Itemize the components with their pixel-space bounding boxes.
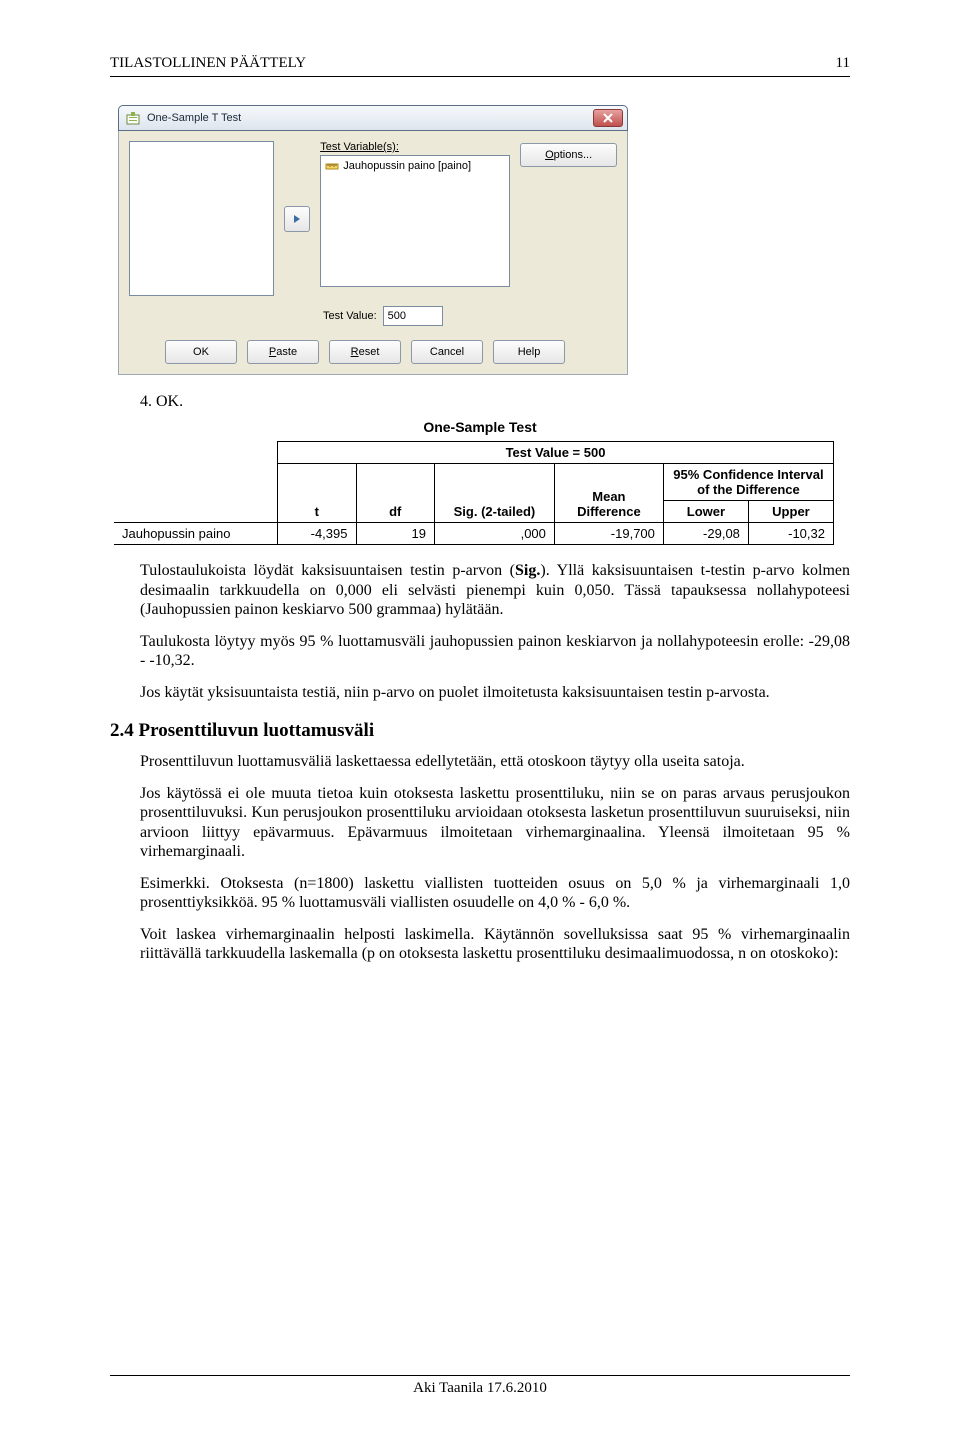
- dialog-body: Test Variable(s): Jauhopussin paino [pai…: [118, 131, 628, 375]
- paragraph: Prosenttiluvun luottamusväliä laskettaes…: [140, 752, 850, 772]
- cell-lower: -29,08: [663, 523, 748, 545]
- cell-t: -4,395: [278, 523, 356, 545]
- cell-mean: -19,700: [554, 523, 663, 545]
- test-variables-list[interactable]: Jauhopussin paino [paino]: [320, 155, 510, 287]
- dialog-title: One-Sample T Test: [147, 112, 593, 124]
- options-button[interactable]: Options...: [520, 143, 617, 167]
- page-header: TILASTOLLINEN PÄÄTTELY 11: [110, 55, 850, 77]
- app-icon: [125, 110, 141, 126]
- col-lower: Lower: [663, 501, 748, 523]
- paragraph: Jos käytät yksisuuntaista testiä, niin p…: [140, 683, 850, 703]
- step-4-text: 4. OK.: [140, 393, 850, 411]
- paste-button[interactable]: Paste: [247, 340, 319, 364]
- ruler-icon: [325, 159, 339, 173]
- dialog-titlebar: One-Sample T Test: [118, 105, 628, 131]
- col-mean: Mean Difference: [554, 464, 663, 523]
- variable-label: Jauhopussin paino [paino]: [343, 160, 471, 172]
- row-label: Jauhopussin paino: [114, 523, 278, 545]
- paragraph: Esimerkki. Otoksesta (n=1800) laskettu v…: [140, 874, 850, 913]
- paragraph: Tulostaulukoista löydät kaksisuuntaisen …: [140, 561, 850, 620]
- test-variables-label: Test Variable(s):: [320, 141, 510, 153]
- paragraph: Voit laskea virhemarginaalin helposti la…: [140, 925, 850, 964]
- test-value-input[interactable]: [383, 306, 443, 326]
- output-table-title: One-Sample Test: [110, 419, 850, 435]
- test-value-banner: Test Value = 500: [278, 442, 834, 464]
- paragraph: Jos käytössä ei ole muuta tietoa kuin ot…: [140, 784, 850, 862]
- col-df: df: [356, 464, 434, 523]
- source-variables-list[interactable]: [129, 141, 274, 296]
- page-number: 11: [836, 55, 850, 72]
- cell-df: 19: [356, 523, 434, 545]
- header-title: TILASTOLLINEN PÄÄTTELY: [110, 55, 306, 72]
- help-button[interactable]: Help: [493, 340, 565, 364]
- col-t: t: [278, 464, 356, 523]
- output-table: Test Value = 500 t df Sig. (2-tailed) Me…: [114, 441, 834, 545]
- test-value-label: Test Value:: [323, 310, 377, 322]
- paragraph: Taulukosta löytyy myös 95 % luottamusväl…: [140, 632, 850, 671]
- move-variable-button[interactable]: [284, 206, 310, 232]
- reset-button[interactable]: Reset: [329, 340, 401, 364]
- cancel-button[interactable]: Cancel: [411, 340, 483, 364]
- variable-item[interactable]: Jauhopussin paino [paino]: [325, 159, 505, 173]
- cell-upper: -10,32: [748, 523, 833, 545]
- page-footer: Aki Taanila 17.6.2010: [110, 1375, 850, 1397]
- ok-button[interactable]: OK: [165, 340, 237, 364]
- col-sig: Sig. (2-tailed): [434, 464, 554, 523]
- section-heading: 2.4 Prosenttiluvun luottamusväli: [110, 720, 850, 742]
- col-ci: 95% Confidence Interval of the Differenc…: [663, 464, 833, 501]
- col-upper: Upper: [748, 501, 833, 523]
- close-button[interactable]: [593, 109, 623, 127]
- dialog-screenshot: One-Sample T Test Test Variable(s):: [118, 105, 850, 375]
- cell-sig: ,000: [434, 523, 554, 545]
- table-row: Jauhopussin paino -4,395 19 ,000 -19,700…: [114, 523, 834, 545]
